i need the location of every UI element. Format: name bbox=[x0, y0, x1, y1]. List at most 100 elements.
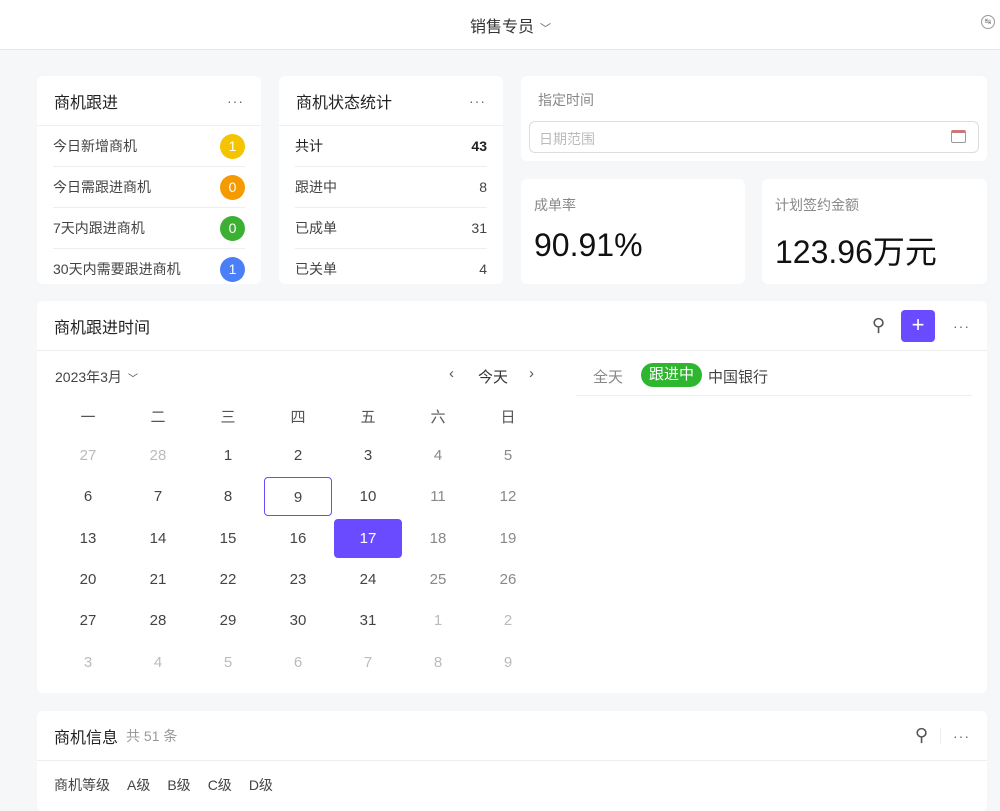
calendar-day[interactable]: 21 bbox=[149, 570, 167, 588]
calendar-day[interactable]: 31 bbox=[359, 612, 377, 630]
item-label: 已关单 bbox=[295, 261, 337, 277]
card-title: 商机状态统计 bbox=[296, 94, 393, 112]
calendar-day[interactable]: 1 bbox=[433, 612, 443, 630]
calendar-day[interactable]: 2 bbox=[503, 612, 513, 630]
card-title: 商机跟进 bbox=[54, 94, 119, 112]
item-label: 已成单 bbox=[295, 220, 337, 236]
calendar-day[interactable]: 24 bbox=[359, 570, 377, 588]
search-icon[interactable]: ⚲ bbox=[871, 315, 885, 335]
calendar-day[interactable]: 4 bbox=[433, 447, 443, 464]
calendar-day[interactable]: 9 bbox=[264, 477, 332, 517]
today-button[interactable]: 今天 bbox=[478, 369, 509, 386]
calendar-day[interactable]: 20 bbox=[79, 570, 97, 588]
chevron-down-icon: ﹀ bbox=[127, 374, 138, 385]
calendar-day[interactable]: 17 bbox=[334, 518, 402, 558]
item-label: 今日新增商机 bbox=[53, 138, 137, 154]
calendar-day[interactable]: 6 bbox=[83, 488, 93, 506]
item-label: 跟进中 bbox=[295, 179, 337, 195]
item-value: 8 bbox=[479, 179, 487, 195]
calendar-day[interactable]: 29 bbox=[219, 612, 237, 630]
event-status-tag: 跟进中 bbox=[641, 363, 703, 387]
calendar-day[interactable]: 4 bbox=[153, 653, 163, 671]
month-selector[interactable]: 2023年3月 ﹀ bbox=[55, 367, 138, 387]
calendar-day[interactable]: 8 bbox=[223, 488, 233, 506]
record-count: 共 51 条 bbox=[126, 727, 178, 744]
calendar-day[interactable]: 1 bbox=[223, 447, 233, 464]
add-button[interactable]: + bbox=[901, 309, 935, 342]
status-card: 商机状态统计 ··· 共计 43 跟进中 8 已成单 31 已关单 4 bbox=[279, 76, 503, 284]
list-item[interactable]: 今日新增商机 1 bbox=[53, 126, 245, 167]
calendar-day[interactable]: 5 bbox=[223, 653, 233, 671]
level-option[interactable]: C级 bbox=[207, 777, 232, 793]
event-time: 全天 bbox=[593, 369, 624, 386]
close-rate-card: 成单率 90.91% bbox=[521, 179, 745, 284]
calendar-day[interactable]: 14 bbox=[149, 529, 167, 547]
calendar-day[interactable]: 15 bbox=[219, 529, 237, 547]
level-option[interactable]: D级 bbox=[248, 777, 273, 793]
calendar-icon[interactable] bbox=[951, 130, 966, 143]
level-option[interactable]: A级 bbox=[127, 777, 151, 793]
calendar-day[interactable]: 5 bbox=[503, 447, 513, 464]
calendar-day[interactable]: 7 bbox=[363, 653, 373, 671]
calendar-day[interactable]: 16 bbox=[289, 529, 307, 547]
item-label: 7天内跟进商机 bbox=[53, 220, 145, 236]
prev-month-button[interactable]: ‹ bbox=[449, 365, 454, 382]
list-item[interactable]: 今日需跟进商机 0 bbox=[53, 167, 245, 208]
item-value: 43 bbox=[471, 138, 487, 154]
calendar-day[interactable]: 19 bbox=[499, 529, 517, 547]
planned-amount-card: 计划签约金额 123.96万元 bbox=[762, 179, 987, 284]
item-label: 共计 bbox=[295, 138, 323, 154]
level-option[interactable]: B级 bbox=[167, 777, 191, 793]
calendar-day[interactable]: 11 bbox=[430, 488, 446, 506]
calendar-day[interactable]: 26 bbox=[499, 570, 517, 588]
calendar-day[interactable]: 8 bbox=[433, 653, 443, 671]
list-item[interactable]: 跟进中 8 bbox=[295, 167, 487, 208]
time-filter-label: 指定时间 bbox=[538, 92, 594, 108]
weekday-header: 三 bbox=[220, 409, 236, 426]
switch-icon[interactable]: ↹ bbox=[981, 15, 995, 29]
more-icon[interactable]: ··· bbox=[953, 317, 970, 334]
calendar-day[interactable]: 10 bbox=[359, 488, 377, 506]
chevron-down-icon: ﹀ bbox=[540, 23, 552, 35]
calendar-day[interactable]: 27 bbox=[79, 447, 97, 464]
date-range-input[interactable]: 日期范围 bbox=[529, 121, 979, 153]
calendar-day[interactable]: 7 bbox=[153, 488, 163, 506]
calendar-day[interactable]: 6 bbox=[293, 653, 303, 671]
search-icon[interactable]: ⚲ bbox=[914, 725, 928, 745]
calendar-day[interactable]: 12 bbox=[499, 488, 517, 506]
item-value: 31 bbox=[471, 220, 487, 236]
followup-card: 商机跟进 ··· 今日新增商机 1 今日需跟进商机 0 7天内跟进商机 0 30天内需要跟进商… bbox=[37, 76, 261, 284]
calendar-day[interactable]: 28 bbox=[149, 612, 167, 630]
calendar-day[interactable]: 25 bbox=[429, 570, 447, 588]
planned-amount-value: 123.96万元 bbox=[775, 234, 937, 270]
calendar-day[interactable]: 18 bbox=[429, 529, 447, 547]
role-selector[interactable]: 销售专员 ﹀ bbox=[470, 13, 551, 37]
list-item[interactable]: 30天内需要跟进商机 1 bbox=[53, 249, 245, 284]
calendar-day[interactable]: 3 bbox=[83, 653, 93, 671]
date-range-placeholder: 日期范围 bbox=[539, 131, 595, 147]
card-title: 商机跟进时间 bbox=[54, 319, 151, 337]
calendar-day[interactable]: 27 bbox=[79, 612, 97, 630]
calendar-day[interactable]: 22 bbox=[219, 570, 237, 588]
calendar-day[interactable]: 9 bbox=[503, 653, 513, 671]
weekday-header: 日 bbox=[500, 409, 516, 426]
more-icon[interactable]: ··· bbox=[227, 92, 244, 109]
card-title: 商机信息 bbox=[54, 729, 119, 747]
weekday-header: 四 bbox=[290, 409, 306, 426]
more-icon[interactable]: ··· bbox=[469, 92, 486, 109]
list-item[interactable]: 已关单 4 bbox=[295, 249, 487, 284]
calendar-day[interactable]: 2 bbox=[293, 447, 303, 464]
calendar-day[interactable]: 28 bbox=[149, 447, 167, 464]
calendar-day[interactable]: 13 bbox=[79, 529, 97, 547]
item-value: 4 bbox=[479, 261, 487, 277]
list-item[interactable]: 7天内跟进商机 0 bbox=[53, 208, 245, 249]
list-item[interactable]: 已成单 31 bbox=[295, 208, 487, 249]
calendar-day[interactable]: 23 bbox=[289, 570, 307, 588]
month-label: 2023年3月 bbox=[55, 369, 122, 385]
more-icon[interactable]: ··· bbox=[953, 727, 970, 744]
event-item[interactable]: 全天 跟进中 中国银行 bbox=[576, 361, 972, 396]
calendar-day[interactable]: 30 bbox=[289, 612, 307, 630]
list-item[interactable]: 共计 43 bbox=[295, 126, 487, 167]
calendar-day[interactable]: 3 bbox=[363, 447, 373, 464]
next-month-button[interactable]: › bbox=[529, 365, 534, 382]
